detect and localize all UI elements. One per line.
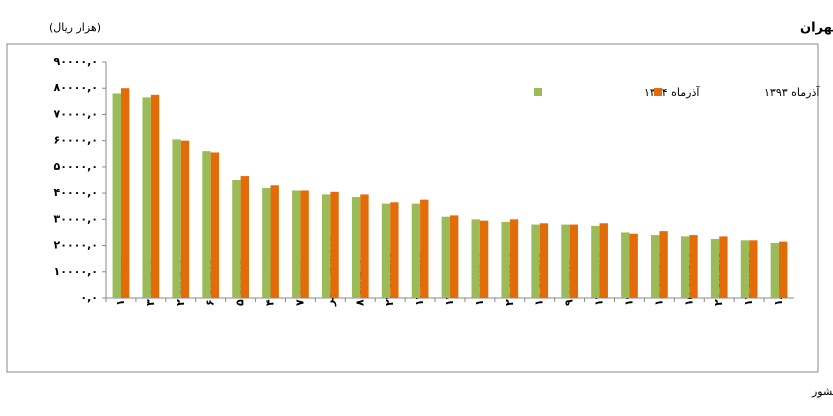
bar bbox=[300, 190, 309, 298]
bar bbox=[120, 88, 130, 298]
bar bbox=[270, 185, 279, 298]
bar bbox=[689, 235, 698, 298]
y-tick-label: ۶۰۰۰۰,۰ bbox=[54, 134, 98, 147]
bar bbox=[621, 232, 630, 298]
y-tick-label: ۸۰۰۰۰,۰ bbox=[54, 81, 98, 94]
bar bbox=[360, 194, 369, 298]
bar bbox=[142, 97, 151, 299]
y-tick-label: ۴۰۰۰۰,۰ bbox=[54, 186, 98, 199]
bar bbox=[740, 240, 750, 298]
bar bbox=[680, 236, 690, 298]
chart-title: نمودار ۲- متوسط قیمت یک متر مربع زیربنای… bbox=[800, 21, 833, 36]
bar bbox=[180, 140, 190, 298]
bar bbox=[292, 190, 301, 298]
bar bbox=[351, 197, 361, 298]
y-tick-label: ۳۰۰۰۰,۰ bbox=[54, 212, 98, 225]
bar bbox=[539, 223, 549, 298]
bar bbox=[651, 235, 660, 298]
bar bbox=[150, 94, 160, 299]
bar bbox=[749, 240, 758, 298]
bar bbox=[321, 194, 331, 298]
bar bbox=[599, 223, 608, 298]
legend-swatch bbox=[534, 88, 542, 96]
bar bbox=[770, 242, 780, 298]
bar bbox=[569, 224, 579, 298]
bar bbox=[112, 93, 121, 298]
bar bbox=[210, 152, 220, 298]
bar bbox=[501, 221, 510, 298]
bar bbox=[471, 219, 480, 298]
y-tick-label: ۷۰۰۰۰,۰ bbox=[54, 107, 98, 120]
bar bbox=[262, 187, 271, 298]
bar bbox=[202, 151, 211, 298]
bar bbox=[629, 233, 638, 298]
bar bbox=[240, 176, 249, 298]
y-tick-label: ۱۰۰۰۰,۰ bbox=[54, 265, 98, 278]
bar bbox=[779, 241, 788, 298]
bar bbox=[441, 216, 450, 298]
bar bbox=[479, 220, 489, 298]
bar bbox=[232, 180, 241, 298]
bar bbox=[450, 215, 459, 298]
legend-label: آذرماه ۱۳۹۳ bbox=[764, 85, 820, 99]
bar bbox=[509, 219, 519, 298]
bar bbox=[390, 202, 399, 298]
bar bbox=[420, 199, 429, 298]
bar bbox=[659, 231, 668, 298]
bar bbox=[561, 224, 570, 298]
chart-border bbox=[6, 43, 819, 373]
bar bbox=[330, 191, 339, 298]
y-tick-label: ۲۰۰۰۰,۰ bbox=[54, 239, 98, 252]
bar bbox=[719, 236, 728, 298]
legend-swatch bbox=[654, 88, 662, 96]
legend-label: آذرماه ۱۳۹۴ bbox=[644, 85, 700, 99]
bar bbox=[531, 224, 540, 298]
y-tick-label: ۰,۰ bbox=[80, 291, 98, 304]
source-note: ماخذ: محاسبات گزارش/ برگرفته از آمارهای … bbox=[811, 384, 833, 398]
bar bbox=[172, 139, 181, 298]
bar bbox=[710, 239, 720, 298]
bar bbox=[591, 225, 600, 298]
unit-label: (هزار ریال) bbox=[49, 21, 101, 34]
bar bbox=[381, 203, 391, 298]
bar bbox=[411, 203, 421, 298]
y-tick-label: ۵۰۰۰۰,۰ bbox=[54, 160, 98, 173]
y-tick-label: ۹۰۰۰۰,۰ bbox=[54, 55, 98, 68]
